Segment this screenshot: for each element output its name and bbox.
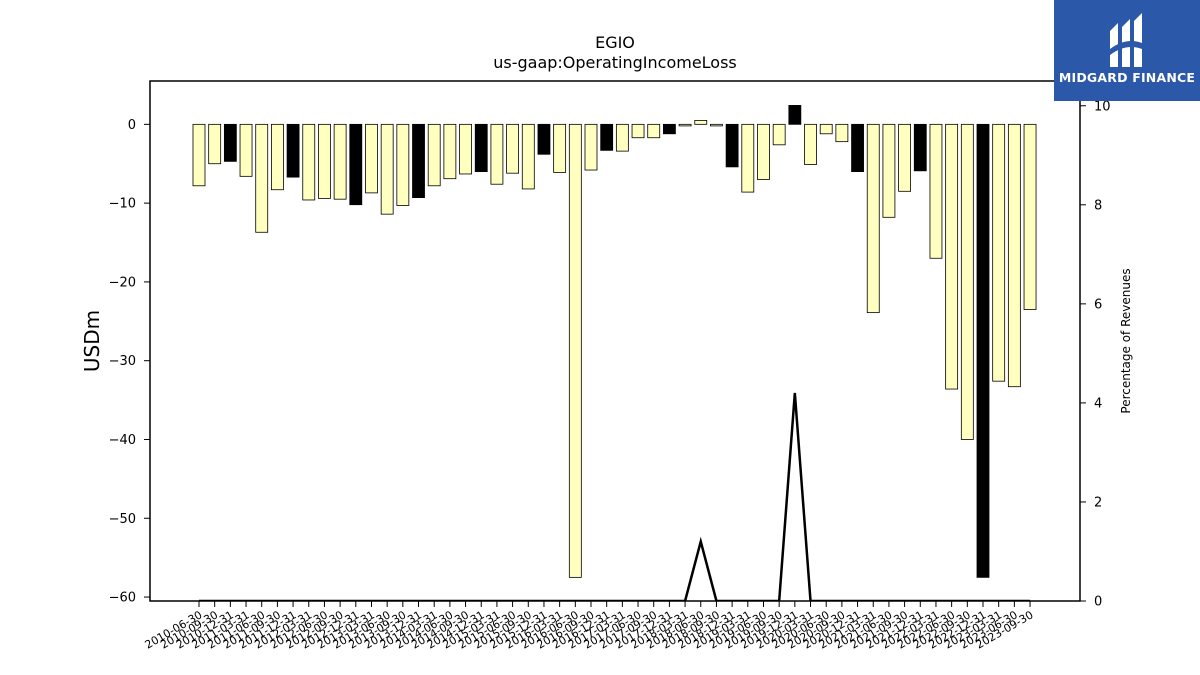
bar <box>333 123 347 200</box>
bar <box>819 123 833 135</box>
pct-of-revenue-line <box>199 392 1031 601</box>
y2-tick-label: 4 <box>1094 396 1102 411</box>
bar <box>898 123 911 192</box>
bar <box>474 123 488 173</box>
bar <box>772 123 786 146</box>
bar <box>929 123 943 259</box>
bars-group <box>192 105 1037 578</box>
brand-logo: MIDGARD FINANCE <box>1054 0 1200 101</box>
bar <box>208 123 222 165</box>
bar <box>239 123 253 177</box>
x-axis: 2010-06-302010-09-302010-12-312011-03-31… <box>143 601 1036 652</box>
bar <box>568 123 582 578</box>
y-tick-label: −40 <box>109 433 136 448</box>
chart-subtitle: us-gaap:OperatingIncomeLoss <box>493 53 737 72</box>
bar <box>663 123 676 135</box>
plot-frame <box>149 80 1081 602</box>
bar <box>757 123 770 180</box>
bar <box>992 123 1006 382</box>
y-tick-label: −20 <box>109 275 136 290</box>
bar <box>349 123 363 206</box>
bar <box>553 123 567 173</box>
y-tick-label: −50 <box>109 512 136 527</box>
bar <box>459 123 472 175</box>
bar <box>945 123 959 390</box>
chart-title: EGIO <box>595 33 635 52</box>
bar <box>710 123 723 127</box>
bar <box>741 123 755 193</box>
y-tick-label: −60 <box>109 591 136 606</box>
bar <box>255 123 269 233</box>
y-tick-label: −10 <box>109 197 136 212</box>
bar <box>615 123 629 152</box>
bar <box>882 123 896 218</box>
y2-tick-label: 8 <box>1094 198 1102 213</box>
bar <box>976 123 990 578</box>
bar <box>647 123 661 139</box>
bar <box>866 123 880 314</box>
bar <box>678 123 692 127</box>
bar <box>521 123 535 190</box>
bar <box>286 123 300 178</box>
bar <box>302 123 316 201</box>
y-tick-label: −30 <box>109 354 136 369</box>
bar <box>1007 123 1021 388</box>
y2-tick-label: 2 <box>1094 495 1102 510</box>
bar <box>631 123 645 139</box>
bar <box>537 123 551 155</box>
bar <box>490 123 504 185</box>
y2-tick-label: 0 <box>1094 595 1102 610</box>
bar <box>506 123 520 174</box>
bar <box>584 123 598 171</box>
bar <box>913 123 927 172</box>
bar <box>270 123 284 191</box>
bar <box>804 123 817 165</box>
bar <box>788 105 802 125</box>
bar <box>365 123 378 194</box>
y-tick-label: 0 <box>128 118 136 133</box>
bar <box>396 123 410 206</box>
bar <box>600 123 614 151</box>
y-axis-label: USDm <box>80 310 104 372</box>
bar <box>318 123 331 199</box>
y-axis-left: 0 −10 −20 −30 −40 −50 −60 <box>109 118 150 606</box>
y2-axis-label: Percentage of Revenues <box>1119 268 1133 413</box>
bar <box>851 123 864 173</box>
y-axis-right: 0 2 4 6 8 10 <box>1080 99 1111 610</box>
y2-tick-label: 6 <box>1094 297 1102 312</box>
bar <box>1023 123 1037 310</box>
bar <box>380 123 394 215</box>
bar <box>960 123 974 440</box>
bar <box>443 123 457 180</box>
bar <box>725 123 739 168</box>
pct-line-group <box>199 392 1031 601</box>
bar <box>223 123 237 162</box>
logo-mark-icon <box>1110 13 1142 67</box>
bar <box>427 123 441 187</box>
y2-tick-label: 10 <box>1094 99 1111 114</box>
bar <box>412 123 425 199</box>
logo-text: MIDGARD FINANCE <box>1058 70 1196 85</box>
bar <box>694 119 708 125</box>
bar <box>835 123 849 143</box>
bar <box>192 123 206 187</box>
